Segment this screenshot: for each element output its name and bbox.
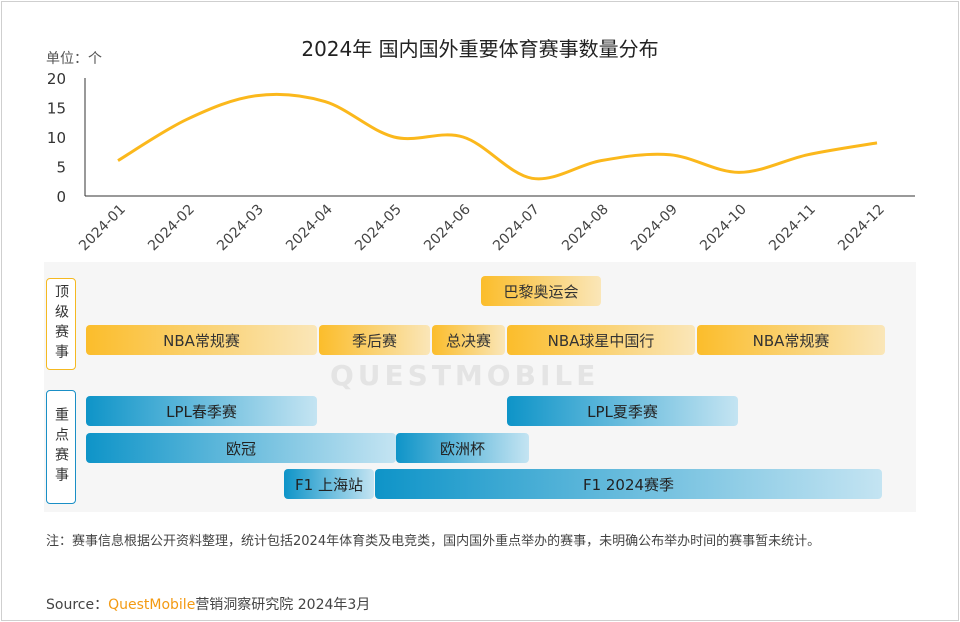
y-tick-label: 20: [47, 70, 66, 88]
source: Source：QuestMobile营销洞察研究院 2024年3月: [46, 594, 370, 614]
x-tick-label: 2024-07: [490, 202, 543, 255]
y-tick-label: 10: [47, 129, 66, 147]
x-tick-label: 2024-10: [697, 202, 750, 255]
x-tick-label: 2024-12: [835, 202, 888, 255]
x-tick-label: 2024-03: [214, 202, 267, 255]
watermark: QUESTMOBILE: [330, 359, 600, 392]
bar-nba-regular-1: NBA常规赛: [86, 325, 317, 355]
bar-champions-league: 欧冠: [86, 433, 396, 463]
y-axis-unit: 单位：个: [46, 51, 102, 67]
bar-nba-regular-2: NBA常规赛: [697, 325, 885, 355]
source-suffix: 营销洞察研究院 2024年3月: [195, 597, 371, 613]
bar-lpl-summer: LPL夏季赛: [507, 396, 738, 426]
bar-paris-olympics: 巴黎奥运会: [481, 276, 601, 306]
group-key-events: 重点赛事: [46, 390, 76, 504]
y-tick-label: 15: [47, 100, 66, 118]
y-tick-label: 5: [56, 159, 66, 177]
x-tick-label: 2024-01: [76, 202, 129, 255]
line-chart: 0 5 10 15 20 2024-01 2024-02 2024-03 2024-04 2024…: [47, 70, 915, 255]
bar-playoffs: 季后赛: [319, 325, 430, 355]
footnote: 注：赛事信息根据公开资料整理，统计包括2024年体育类及电竞类，国内国外重点举办…: [46, 534, 821, 549]
x-tick-label: 2024-02: [145, 202, 198, 255]
source-brand: QuestMobile: [108, 597, 196, 613]
chart-title: 2024年 国内国外重要体育赛事数量分布: [301, 37, 659, 61]
bar-lpl-spring: LPL春季赛: [86, 396, 317, 426]
bar-finals: 总决赛: [432, 325, 505, 355]
bar-euro-cup: 欧洲杯: [396, 433, 529, 463]
x-tick-label: 2024-08: [559, 202, 612, 255]
x-tick-label: 2024-04: [283, 201, 336, 254]
bar-f1-shanghai: F1 上海站: [284, 469, 374, 499]
source-prefix: Source：: [46, 597, 109, 613]
x-tick-label: 2024-05: [352, 202, 405, 255]
series-line: [117, 92, 878, 181]
x-tick-label: 2024-06: [421, 201, 474, 254]
group-top-events: 顶级赛事: [46, 278, 76, 370]
x-tick-label: 2024-09: [628, 202, 681, 255]
bar-nba-china: NBA球星中国行: [507, 325, 695, 355]
y-tick-label: 0: [56, 188, 66, 206]
bar-f1-season: F1 2024赛季: [375, 469, 882, 499]
x-tick-label: 2024-11: [766, 202, 819, 255]
